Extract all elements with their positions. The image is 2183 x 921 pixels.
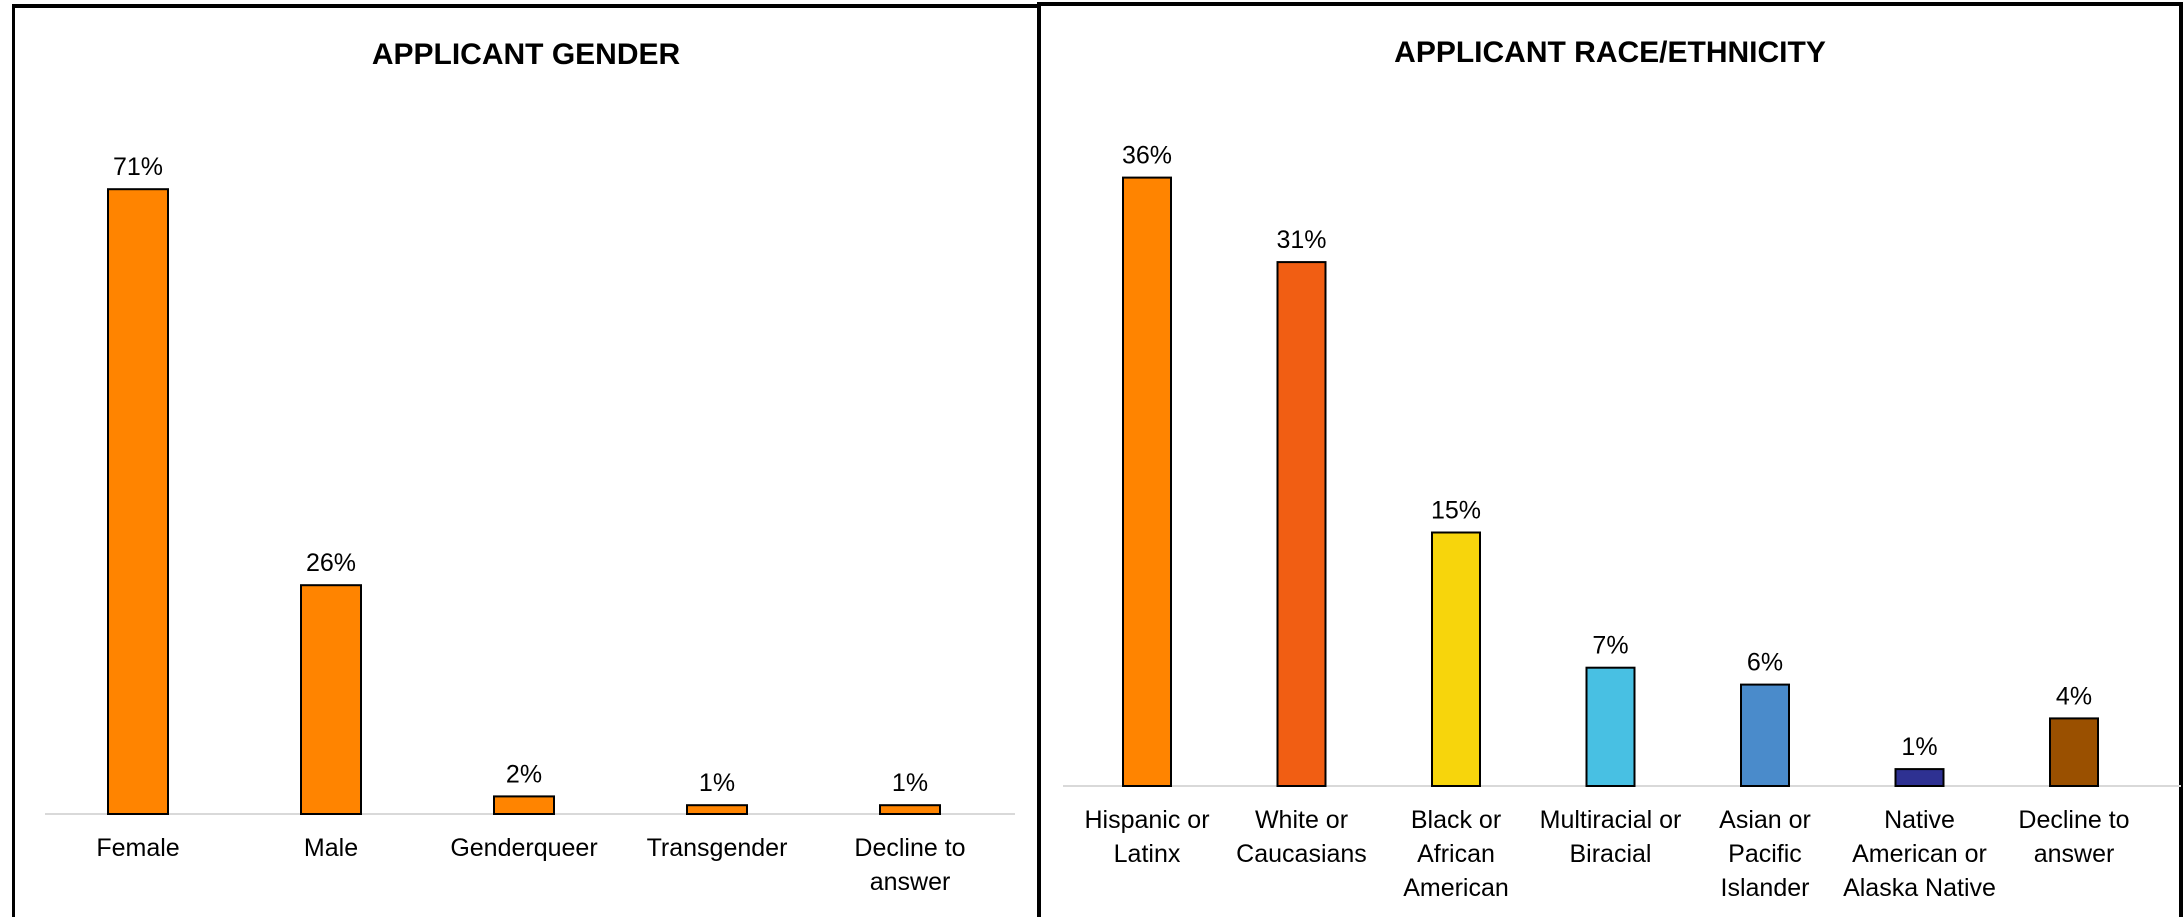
category-label: Native American or Alaska Native	[1843, 806, 1996, 902]
bar	[1741, 685, 1789, 786]
race-ethnicity-bar-chart: 36% Hispanic or Latinx 31% White or Caucasian…	[1041, 6, 2183, 921]
category-label: Black or African American	[1403, 806, 1509, 902]
category-label: Female	[96, 834, 179, 862]
bar	[108, 189, 168, 814]
data-label: 31%	[1276, 226, 1326, 254]
bar	[687, 805, 747, 814]
data-label: 1%	[699, 769, 735, 797]
bar	[880, 805, 940, 814]
data-label: 26%	[306, 549, 356, 577]
race-ethnicity-chart-panel: APPLICANT RACE/ETHNICITY 36% Hispanic or L…	[1037, 2, 2183, 917]
bar	[1432, 533, 1480, 787]
bar	[301, 585, 361, 814]
category-label: Multiracial or Biracial	[1540, 806, 1682, 868]
data-label: 4%	[2056, 682, 2092, 710]
bar	[2050, 718, 2098, 786]
data-label: 6%	[1747, 649, 1783, 677]
category-label: Asian or Pacific Islander	[1719, 806, 1811, 902]
data-label: 2%	[506, 760, 542, 788]
bar	[1896, 769, 1944, 786]
data-label: 7%	[1592, 632, 1628, 660]
data-label: 15%	[1431, 497, 1481, 525]
data-label: 1%	[892, 769, 928, 797]
data-label: 71%	[113, 153, 163, 181]
category-label: Transgender	[647, 834, 788, 862]
category-label: White or Caucasians	[1236, 806, 1367, 868]
data-label: 36%	[1122, 142, 1172, 170]
gender-chart-panel: APPLICANT GENDER 71% Female 26% Male 2% Gende…	[12, 4, 1039, 917]
bar	[1123, 178, 1171, 786]
category-label: Male	[304, 834, 358, 862]
bar	[494, 796, 554, 814]
category-label: Hispanic or Latinx	[1084, 806, 1209, 868]
category-label: Decline to answer	[2018, 806, 2129, 868]
data-label: 1%	[1901, 733, 1937, 761]
category-label: Genderqueer	[450, 834, 597, 862]
category-label: Decline to answer	[854, 834, 965, 896]
bar	[1587, 668, 1635, 786]
bar	[1278, 262, 1326, 786]
gender-bar-chart: 71% Female 26% Male 2% Genderqueer 1% Transgend…	[15, 8, 1042, 921]
